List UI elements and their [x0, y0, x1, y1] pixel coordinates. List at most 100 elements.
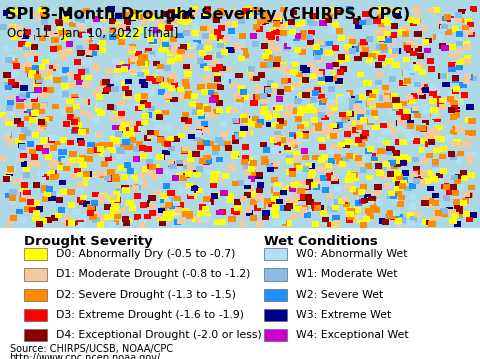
Bar — [232, 135, 239, 140]
Bar — [392, 105, 399, 111]
Bar — [99, 15, 106, 20]
Bar — [193, 130, 201, 135]
Bar — [34, 74, 41, 80]
Bar — [426, 153, 433, 158]
Bar — [274, 182, 281, 187]
Bar — [169, 74, 176, 79]
Bar — [169, 48, 176, 54]
Bar — [46, 186, 53, 192]
Bar — [377, 14, 384, 20]
Bar — [239, 134, 246, 139]
Bar — [227, 194, 234, 199]
Bar — [318, 41, 325, 47]
Bar — [360, 157, 368, 162]
Bar — [40, 11, 48, 17]
Bar — [268, 201, 276, 207]
Bar — [363, 80, 370, 86]
Bar — [122, 139, 130, 145]
Bar — [348, 98, 356, 103]
Bar — [349, 38, 356, 44]
Bar — [69, 158, 76, 163]
Bar — [175, 166, 182, 172]
Bar — [414, 31, 421, 37]
Bar — [54, 36, 61, 42]
Bar — [135, 106, 143, 111]
Bar — [243, 129, 251, 135]
Bar — [347, 171, 354, 176]
Bar — [110, 148, 118, 153]
Bar — [341, 198, 348, 204]
Bar — [14, 138, 22, 144]
Bar — [332, 178, 339, 184]
Bar — [213, 109, 220, 115]
Bar — [112, 58, 120, 64]
Bar — [362, 18, 369, 23]
Bar — [129, 9, 136, 15]
Bar — [312, 90, 319, 96]
Bar — [164, 211, 171, 217]
Bar — [72, 127, 79, 132]
Bar — [56, 68, 63, 74]
Bar — [452, 78, 459, 83]
Bar — [413, 18, 420, 24]
Bar — [76, 13, 83, 19]
Bar — [308, 30, 315, 36]
Bar — [224, 73, 231, 79]
Bar — [115, 131, 122, 137]
Bar — [322, 217, 329, 223]
Bar — [210, 114, 217, 119]
Bar — [102, 13, 109, 18]
Bar — [156, 76, 163, 81]
Bar — [95, 25, 102, 31]
Bar — [116, 65, 123, 71]
Bar — [273, 113, 280, 118]
Bar — [385, 214, 392, 219]
Bar — [29, 70, 36, 76]
Bar — [376, 199, 383, 205]
Bar — [104, 214, 111, 220]
Bar — [244, 208, 252, 213]
Bar — [141, 19, 148, 24]
Bar — [47, 87, 54, 93]
Bar — [6, 105, 13, 111]
Bar — [61, 30, 69, 36]
Bar — [422, 108, 430, 114]
Bar — [114, 202, 121, 208]
Bar — [336, 44, 343, 50]
Bar — [338, 142, 345, 148]
Bar — [218, 140, 225, 146]
Bar — [71, 129, 78, 134]
Bar — [242, 155, 249, 161]
Bar — [302, 92, 310, 98]
Bar — [296, 135, 303, 141]
Bar — [406, 47, 413, 53]
Bar — [41, 102, 48, 107]
Bar — [350, 172, 358, 178]
Bar — [384, 183, 391, 188]
Bar — [84, 50, 91, 55]
Bar — [130, 69, 137, 75]
Bar — [23, 45, 30, 50]
Bar — [66, 216, 73, 222]
Bar — [66, 41, 73, 47]
Bar — [240, 114, 247, 120]
Bar — [290, 214, 297, 219]
Bar — [463, 211, 470, 217]
Bar — [50, 145, 57, 151]
Bar — [384, 129, 391, 134]
Bar — [410, 216, 417, 222]
Bar — [32, 103, 39, 109]
Bar — [276, 146, 284, 151]
Bar — [61, 218, 68, 223]
Bar — [31, 44, 38, 50]
Bar — [192, 134, 199, 140]
Bar — [276, 105, 283, 111]
Bar — [301, 78, 309, 84]
Bar — [286, 169, 293, 175]
Bar — [57, 165, 64, 171]
Bar — [455, 127, 462, 133]
Bar — [460, 58, 467, 64]
Bar — [199, 204, 206, 210]
Bar — [31, 110, 38, 116]
Bar — [445, 29, 453, 35]
